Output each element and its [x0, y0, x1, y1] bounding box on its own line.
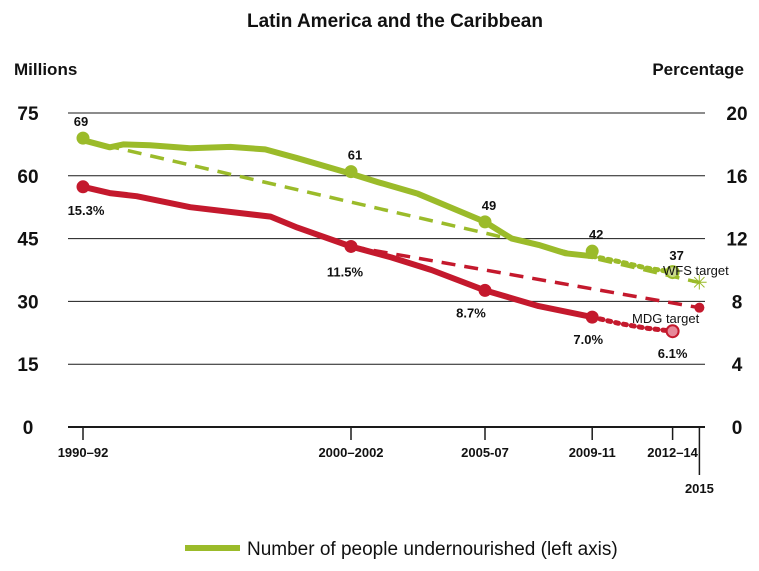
data-label-number: 42	[589, 227, 603, 242]
data-label-number: 61	[348, 148, 362, 163]
right-tick-label: 0	[732, 418, 743, 439]
x-axis: 1990–92 2000–2002 2005-07 2009-11 2012–14 201…	[58, 427, 714, 496]
x-tick-label: 2009-11	[569, 445, 616, 460]
projection-line-number	[589, 253, 676, 275]
data-labels: WFS target MDG target 69 61 49 42 37 15.3% 11.5%…	[68, 114, 730, 361]
gridlines	[68, 112, 705, 428]
data-point-prevalence	[76, 180, 90, 194]
x-tick-label: 1990–92	[58, 445, 109, 460]
x-tick-label: 2000–2002	[318, 445, 383, 460]
data-label-prevalence: 7.0%	[573, 332, 603, 347]
target-dot-prevalence	[694, 302, 705, 313]
y-ticks: 0 15 30 45 60 75 0 4 8 12 16 20	[17, 104, 747, 439]
left-tick-label: 45	[17, 230, 39, 251]
left-tick-label: 75	[17, 104, 39, 125]
target-line-prevalence	[350, 244, 700, 310]
data-point-prevalence	[478, 283, 492, 297]
right-tick-label: 8	[732, 292, 743, 313]
chart-title: Latin America and the Caribbean	[247, 11, 543, 32]
data-point-number	[665, 265, 680, 280]
data-point-number	[344, 165, 358, 179]
target-star-number: ✳	[691, 271, 708, 295]
legend-label-number: Number of people undernourished (left ax…	[247, 539, 618, 560]
target-label-prevalence: MDG target	[632, 311, 700, 326]
target-label-number: WFS target	[663, 263, 729, 278]
legend: Number of people undernourished (left ax…	[185, 539, 618, 560]
series-line-prevalence	[80, 183, 596, 321]
data-point-prevalence	[665, 324, 680, 339]
data-label-prevalence: 8.7%	[456, 305, 486, 320]
series-line-number	[80, 137, 596, 260]
right-tick-label: 16	[726, 167, 747, 188]
x-tick-label: 2015	[685, 481, 714, 496]
data-label-number: 37	[669, 248, 683, 263]
data-label-prevalence: 15.3%	[68, 203, 105, 218]
data-label-number: 49	[482, 198, 496, 213]
projection-line-prevalence	[589, 314, 676, 334]
left-axis-title: Millions	[14, 60, 77, 79]
x-tick-label: 2012–14	[647, 445, 698, 460]
x-tick-label: 2005-07	[461, 445, 509, 460]
right-tick-label: 12	[726, 230, 747, 251]
series-layer: ✳	[76, 131, 708, 339]
right-tick-label: 20	[726, 104, 747, 125]
left-tick-label: 60	[17, 167, 38, 188]
data-label-prevalence: 11.5%	[327, 264, 364, 279]
data-point-number	[76, 131, 90, 145]
data-label-prevalence: 6.1%	[658, 346, 688, 361]
data-point-number	[585, 244, 599, 258]
data-point-number	[478, 215, 492, 229]
left-tick-label: 15	[17, 355, 39, 376]
data-point-prevalence	[344, 239, 358, 253]
target-line-number	[82, 138, 700, 285]
right-axis-title: Percentage	[652, 60, 744, 79]
left-tick-label: 0	[23, 418, 34, 439]
data-label-number: 69	[74, 114, 88, 129]
left-tick-label: 30	[17, 292, 38, 313]
right-tick-label: 4	[732, 355, 743, 376]
data-point-prevalence	[585, 310, 599, 324]
